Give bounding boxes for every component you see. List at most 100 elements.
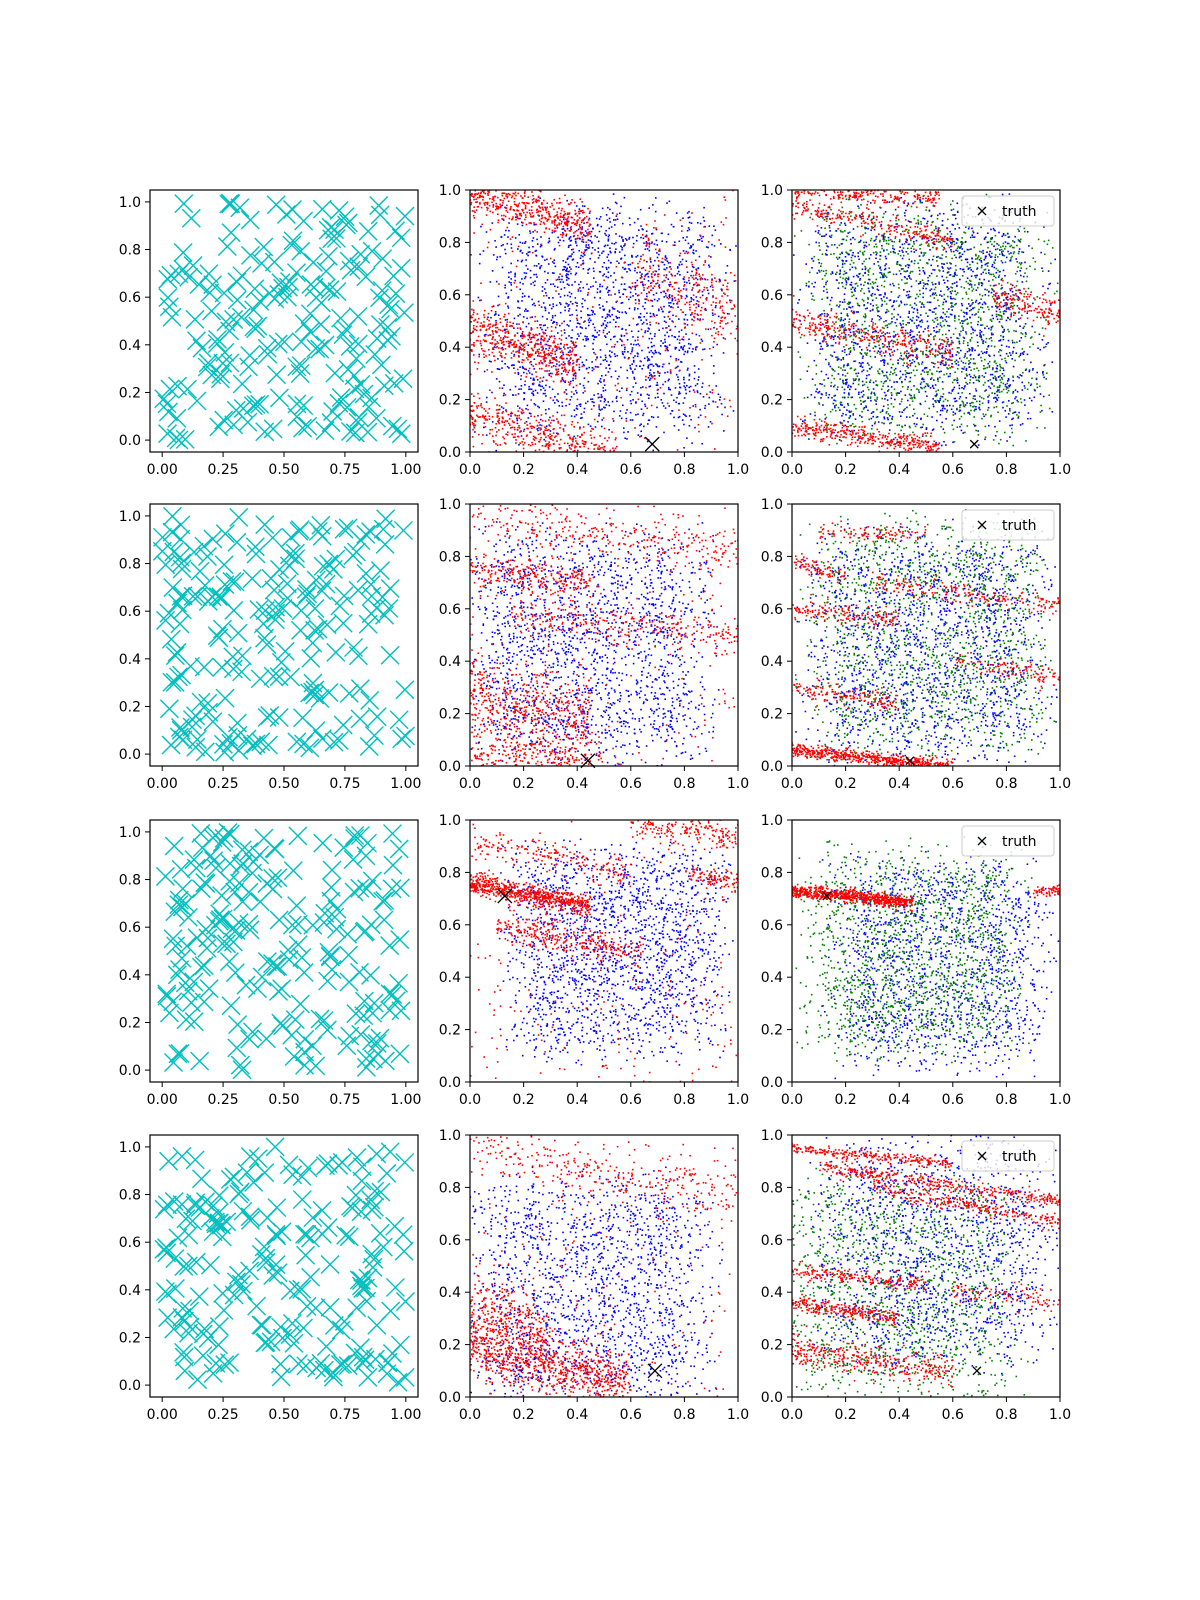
point-blue xyxy=(664,341,666,343)
point-blue xyxy=(576,408,579,410)
point-blue xyxy=(735,245,737,247)
point-red xyxy=(584,441,587,444)
point-blue xyxy=(597,223,599,226)
point-red xyxy=(711,389,714,391)
point-green xyxy=(972,362,975,365)
point-green xyxy=(839,224,841,226)
point-green xyxy=(984,381,986,384)
point-blue xyxy=(559,281,562,283)
point-red xyxy=(520,411,523,413)
point-green xyxy=(974,314,976,316)
point-red xyxy=(497,221,499,224)
point-green xyxy=(861,434,864,436)
point-green xyxy=(953,320,956,322)
point-red xyxy=(513,200,516,203)
point-red xyxy=(549,335,551,338)
point-blue xyxy=(635,402,637,404)
point-blue xyxy=(605,301,608,303)
point-green xyxy=(887,403,889,406)
point-blue xyxy=(542,324,545,327)
point-blue xyxy=(637,336,639,339)
point-blue xyxy=(627,264,630,266)
point-blue xyxy=(610,226,613,228)
point-red xyxy=(647,299,650,302)
point-blue xyxy=(541,362,543,364)
point-green xyxy=(952,297,955,300)
point-red xyxy=(650,299,652,302)
point-red xyxy=(497,408,500,411)
point-red xyxy=(570,423,573,426)
point-red xyxy=(564,368,567,370)
point-green xyxy=(999,379,1001,381)
point-blue xyxy=(514,279,516,282)
point-green xyxy=(1001,318,1003,320)
point-blue xyxy=(682,346,684,349)
point-red xyxy=(612,447,614,449)
point-green xyxy=(1003,375,1005,377)
point-green xyxy=(1036,383,1038,385)
point-green xyxy=(830,234,833,237)
point-red xyxy=(679,369,681,372)
point-red xyxy=(695,271,698,274)
point-red xyxy=(684,252,686,255)
point-green xyxy=(931,372,933,375)
point-blue xyxy=(651,351,654,354)
point-red xyxy=(724,293,726,295)
point-red xyxy=(524,368,526,370)
point-green xyxy=(967,282,969,285)
point-blue xyxy=(637,353,639,355)
point-blue xyxy=(666,296,669,299)
point-blue xyxy=(590,398,592,401)
point-blue xyxy=(661,366,664,368)
point-blue xyxy=(642,237,645,240)
point-green xyxy=(995,276,997,279)
point-red xyxy=(716,328,718,330)
point-blue xyxy=(569,240,572,242)
point-blue xyxy=(649,324,652,326)
point-red xyxy=(473,324,475,327)
point-blue xyxy=(581,302,583,305)
point-blue xyxy=(616,317,618,319)
point-red xyxy=(508,418,511,420)
point-blue xyxy=(486,396,488,399)
point-green xyxy=(946,359,949,361)
point-green xyxy=(941,339,943,341)
point-red xyxy=(667,297,670,300)
point-red xyxy=(541,339,543,341)
point-blue xyxy=(537,429,539,432)
point-red xyxy=(518,348,521,350)
point-green xyxy=(988,360,991,363)
x-marker xyxy=(282,235,302,255)
point-blue xyxy=(516,323,518,325)
point-green xyxy=(982,397,985,400)
point-green xyxy=(1029,337,1032,339)
point-red xyxy=(531,191,533,193)
point-red xyxy=(652,279,654,282)
point-blue xyxy=(696,284,698,287)
point-blue xyxy=(648,394,650,397)
point-green xyxy=(845,198,848,200)
point-red xyxy=(566,219,568,221)
point-green xyxy=(889,373,891,376)
point-red xyxy=(601,446,603,449)
point-blue xyxy=(591,361,593,363)
point-red xyxy=(640,328,643,331)
x-marker xyxy=(325,363,345,383)
point-green xyxy=(936,316,938,319)
point-red xyxy=(697,291,699,293)
point-red xyxy=(502,338,504,341)
point-blue xyxy=(587,314,589,316)
point-red xyxy=(470,203,472,206)
point-green xyxy=(926,415,929,417)
point-red xyxy=(491,201,493,204)
point-blue xyxy=(678,318,680,320)
point-green xyxy=(984,436,987,439)
point-blue xyxy=(477,296,480,299)
point-red xyxy=(684,326,686,328)
point-red xyxy=(495,205,497,208)
point-red xyxy=(470,315,472,317)
point-red xyxy=(523,350,525,352)
point-red xyxy=(665,276,667,279)
point-green xyxy=(813,299,815,301)
point-green xyxy=(825,394,828,396)
